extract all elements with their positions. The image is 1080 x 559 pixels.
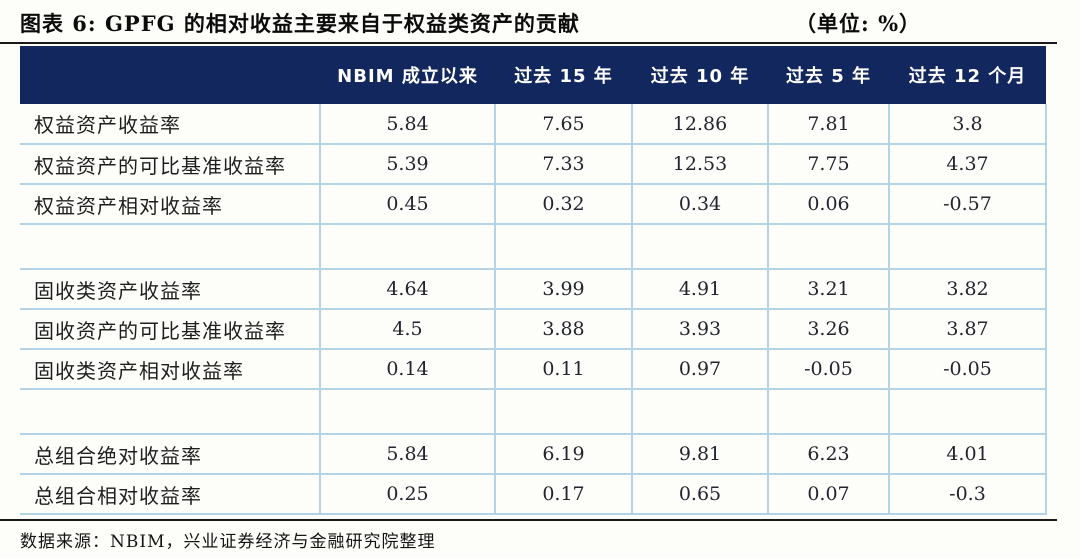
value-cell: 0.14 [320,349,496,390]
value-cell: 0.25 [320,474,496,515]
value-cell: 3.21 [768,269,890,310]
value-cell: 4.64 [320,269,496,310]
value-cell: -0.05 [889,349,1047,390]
corner-header-cell [20,46,320,104]
value-cell: 3.8 [889,104,1047,145]
figure-unit-label: （单位: %） [795,11,922,36]
value-cell: -0.57 [889,184,1047,225]
figure-title-bar: 图表 6: GPFG 的相对收益主要来自于权益类资产的贡献 （单位: %） [0,0,1080,42]
value-cell: 12.86 [632,104,769,145]
row-label: 固收类资产收益率 [20,269,321,310]
column-header: NBIM 成立以来 [320,46,495,104]
value-cell: 3.93 [632,309,769,350]
value-cell: 0.45 [320,184,496,225]
row-label: 固收类资产相对收益率 [20,349,321,390]
value-cell: 3.26 [768,309,890,350]
returns-table: NBIM 成立以来 过去 15 年过去 10 年过去 5 年过去 12 个月 权益资… [20,46,1047,515]
table-row: 权益资产收益率 5.84 7.65 12.86 7.81 3.8 [20,104,1047,145]
table-row: 总组合绝对收益率 5.84 6.19 9.81 6.23 4.01 [20,434,1047,475]
value-cell: 6.23 [768,434,890,475]
column-header: 过去 12 个月 [889,46,1046,104]
value-cell: 7.75 [768,144,890,185]
value-cell [320,224,496,270]
value-cell: 3.99 [495,269,633,310]
value-cell: 9.81 [632,434,769,475]
value-cell: 3.82 [889,269,1047,310]
value-cell: -0.05 [768,349,890,390]
title-divider-line [0,42,1057,44]
value-cell: -0.3 [889,474,1047,515]
value-cell: 4.01 [889,434,1047,475]
value-cell: 12.53 [632,144,769,185]
table-bottom-line [0,519,1057,521]
column-header: 过去 15 年 [495,46,632,104]
value-cell [768,389,890,435]
row-label: 固收资产的可比基准收益率 [20,309,321,350]
data-source-note: 数据来源：NBIM，兴业证券经济与金融研究院整理 [20,532,436,552]
value-cell: 3.88 [495,309,633,350]
row-label: 权益资产相对收益率 [20,184,321,225]
value-cell: 0.34 [632,184,769,225]
value-cell: 6.19 [495,434,633,475]
spacer-row [20,224,1047,270]
value-cell: 0.07 [768,474,890,515]
table-row: 固收资产的可比基准收益率 4.5 3.88 3.93 3.26 3.87 [20,309,1047,350]
row-label [20,389,321,435]
value-cell: 7.33 [495,144,633,185]
value-cell: 0.06 [768,184,890,225]
table-row: 权益资产相对收益率 0.45 0.32 0.34 0.06 -0.57 [20,184,1047,225]
row-label: 权益资产的可比基准收益率 [20,144,321,185]
spacer-row [20,389,1047,435]
table-row: 权益资产的可比基准收益率 5.39 7.33 12.53 7.75 4.37 [20,144,1047,185]
value-cell: 4.91 [632,269,769,310]
value-cell: 0.97 [632,349,769,390]
row-label: 总组合绝对收益率 [20,434,321,475]
value-cell [632,224,769,270]
value-cell: 7.81 [768,104,890,145]
value-cell [495,389,633,435]
value-cell [889,224,1047,270]
row-label [20,224,321,270]
table-row: 总组合相对收益率 0.25 0.17 0.65 0.07 -0.3 [20,474,1047,515]
value-cell [889,389,1047,435]
table-container: NBIM 成立以来 过去 15 年过去 10 年过去 5 年过去 12 个月 权益资… [20,46,1047,515]
table-row: 固收类资产相对收益率 0.14 0.11 0.97 -0.05 -0.05 [20,349,1047,390]
figure-title: 图表 6: GPFG 的相对收益主要来自于权益类资产的贡献 [20,11,580,36]
value-cell: 4.5 [320,309,496,350]
value-cell: 0.11 [495,349,633,390]
column-header: 过去 10 年 [632,46,768,104]
row-label: 权益资产收益率 [20,104,321,145]
value-cell: 7.65 [495,104,633,145]
table-row: 固收类资产收益率 4.64 3.99 4.91 3.21 3.82 [20,269,1047,310]
table-header-row: NBIM 成立以来 过去 15 年过去 10 年过去 5 年过去 12 个月 [20,46,1046,104]
row-label: 总组合相对收益率 [20,474,321,515]
value-cell: 3.87 [889,309,1047,350]
value-cell [768,224,890,270]
value-cell: 4.37 [889,144,1047,185]
value-cell: 5.84 [320,434,496,475]
value-cell: 5.84 [320,104,496,145]
value-cell: 5.39 [320,144,496,185]
column-header: 过去 5 年 [768,46,889,104]
value-cell [320,389,496,435]
value-cell: 0.32 [495,184,633,225]
value-cell [632,389,769,435]
value-cell: 0.65 [632,474,769,515]
value-cell [495,224,633,270]
value-cell: 0.17 [495,474,633,515]
